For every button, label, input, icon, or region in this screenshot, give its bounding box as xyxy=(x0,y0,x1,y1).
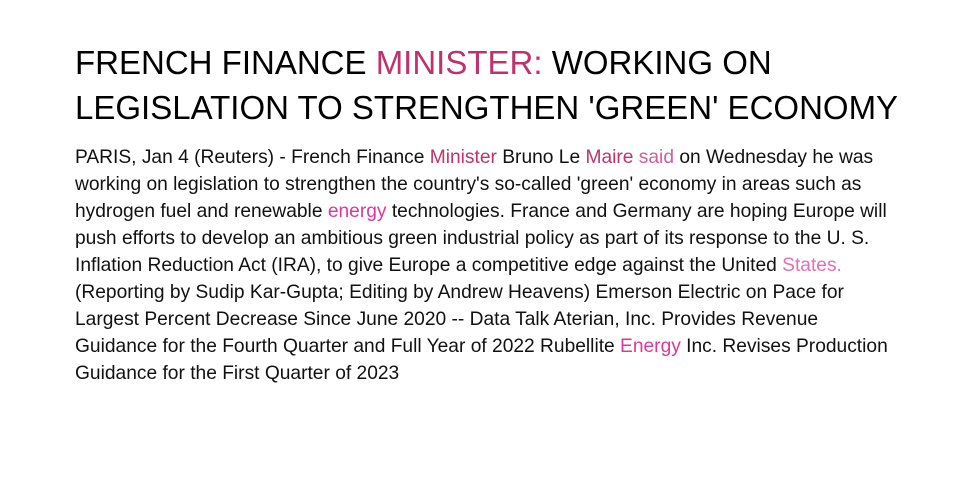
headline-part-2: WORKING ON LEGISLATION TO STRENGTHEN 'GR… xyxy=(75,44,899,126)
keyword-link-states[interactable]: States. xyxy=(782,255,842,276)
body-segment-4: on Wednesday he was working on legislati… xyxy=(75,147,874,222)
body-segment-5: technologies. France and Germany are hop… xyxy=(75,201,887,276)
article: FRENCH FINANCE MINISTER: WORKING ON LEGI… xyxy=(75,40,905,387)
body-segment-2: Bruno Le xyxy=(496,147,586,168)
body-segment-6: (Reporting by Sudip Kar-Gupta; Editing b… xyxy=(75,282,844,357)
keyword-link-energy[interactable]: energy xyxy=(327,201,387,222)
body-segment-7: Inc. Revises Production Guidance for the… xyxy=(75,336,888,384)
headline-part-1: FRENCH FINANCE xyxy=(75,44,376,81)
body-segment-1: PARIS, Jan 4 (Reuters) - French Finance xyxy=(75,147,430,168)
keyword-link-energy-2[interactable]: Energy xyxy=(620,336,681,357)
keyword-link-maire[interactable]: Maire xyxy=(585,147,634,168)
keyword-link-said[interactable]: said xyxy=(638,147,674,168)
headline: FRENCH FINANCE MINISTER: WORKING ON LEGI… xyxy=(75,40,905,130)
keyword-link-minister[interactable]: Minister xyxy=(429,147,497,168)
headline-highlight-minister[interactable]: MINISTER: xyxy=(375,44,543,81)
article-body: PARIS, Jan 4 (Reuters) - French Finance … xyxy=(75,144,905,387)
